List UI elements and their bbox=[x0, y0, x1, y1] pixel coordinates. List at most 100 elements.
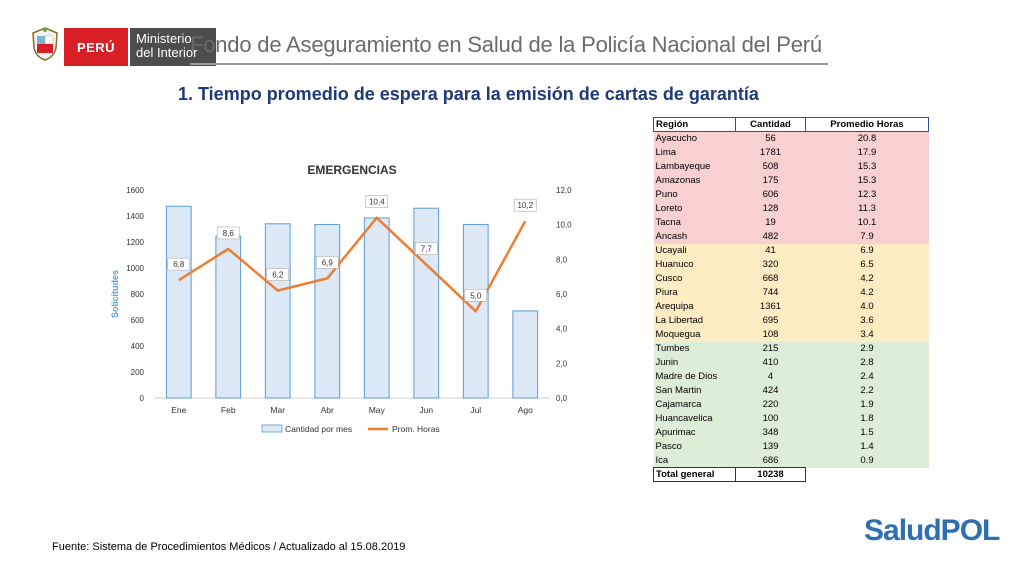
total-label: Total general bbox=[653, 467, 736, 482]
cell-promedio: 3.4 bbox=[805, 327, 929, 342]
cell-cantidad: 686 bbox=[735, 453, 806, 468]
cell-promedio: 4.2 bbox=[805, 271, 929, 286]
cell-region: Apurimac bbox=[653, 425, 736, 440]
ministry-label: Ministerio del Interior bbox=[130, 28, 216, 66]
cell-promedio: 10.1 bbox=[805, 215, 929, 230]
table-row: Piura 744 4.2 bbox=[653, 285, 929, 300]
table-row: Huancavelica 100 1.8 bbox=[653, 411, 929, 426]
cell-cantidad: 128 bbox=[735, 201, 806, 216]
table-row: Cusco 668 4.2 bbox=[653, 271, 929, 286]
cell-cantidad: 606 bbox=[735, 187, 806, 202]
table-row: Loreto 128 11.3 bbox=[653, 201, 929, 216]
bar bbox=[215, 235, 242, 399]
cell-region: Tacna bbox=[653, 215, 736, 230]
ministry-line1: Ministerio bbox=[136, 31, 192, 46]
cell-region: La Libertad bbox=[653, 313, 736, 328]
cell-cantidad: 1361 bbox=[735, 299, 806, 314]
cell-promedio: 12.3 bbox=[805, 187, 929, 202]
data-label-box bbox=[167, 257, 191, 271]
table-row: Lambayeque 508 15.3 bbox=[653, 159, 929, 174]
x-tick-label: Abr bbox=[321, 405, 334, 415]
table-row: Ica 686 0.9 bbox=[653, 453, 929, 468]
cell-region: Huancavelica bbox=[653, 411, 736, 426]
cell-region: Madre de Dios bbox=[653, 369, 736, 384]
y-left-tick-label: 1600 bbox=[126, 186, 144, 195]
emergencias-chart: EMERGENCIAS 0 200 400 600 800 1000 1200 1400 1600… bbox=[104, 150, 586, 450]
cell-cantidad: 139 bbox=[735, 439, 806, 454]
cell-promedio: 1.9 bbox=[805, 397, 929, 412]
y-right-tick-label: 0,0 bbox=[556, 394, 568, 403]
cell-cantidad: 744 bbox=[735, 285, 806, 300]
cell-promedio: 15.3 bbox=[805, 159, 929, 174]
cell-region: San Martin bbox=[653, 383, 736, 398]
cell-cantidad: 695 bbox=[735, 313, 806, 328]
coat-of-arms-icon bbox=[32, 27, 58, 61]
cell-promedio: 15.3 bbox=[805, 173, 929, 188]
cell-cantidad: 56 bbox=[735, 131, 806, 146]
cell-promedio: 4.2 bbox=[805, 285, 929, 300]
ministry-line2: del Interior bbox=[136, 45, 198, 60]
bar bbox=[363, 217, 390, 399]
cell-promedio: 6.9 bbox=[805, 243, 929, 258]
cell-region: Cusco bbox=[653, 271, 736, 286]
table-row: Junin 410 2.8 bbox=[653, 355, 929, 370]
cell-region: Lima bbox=[653, 145, 736, 160]
y-left-tick-label: 1000 bbox=[126, 264, 144, 273]
cell-cantidad: 19 bbox=[735, 215, 806, 230]
cell-promedio: 0.9 bbox=[805, 453, 929, 468]
cell-promedio: 1.5 bbox=[805, 425, 929, 440]
x-tick-label: Feb bbox=[221, 405, 236, 415]
cell-cantidad: 668 bbox=[735, 271, 806, 286]
cell-region: Lambayeque bbox=[653, 159, 736, 174]
cell-cantidad: 1781 bbox=[735, 145, 806, 160]
cell-promedio: 1.4 bbox=[805, 439, 929, 454]
data-label-box bbox=[513, 198, 537, 212]
cell-promedio: 4.0 bbox=[805, 299, 929, 314]
source-note: Fuente: Sistema de Procedimientos Médico… bbox=[52, 541, 406, 553]
cell-region: Tumbes bbox=[653, 341, 736, 356]
cell-region: Arequipa bbox=[653, 299, 736, 314]
cell-cantidad: 508 bbox=[735, 159, 806, 174]
y-left-tick-label: 200 bbox=[131, 368, 145, 377]
cell-promedio: 20.8 bbox=[805, 131, 929, 146]
y-left-axis-label: Solicitudes bbox=[110, 270, 120, 318]
cell-cantidad: 410 bbox=[735, 355, 806, 370]
data-label: 10,4 bbox=[369, 198, 385, 207]
cell-promedio: 2.8 bbox=[805, 355, 929, 370]
x-tick-label: Ago bbox=[518, 405, 533, 415]
table-row: Apurimac 348 1.5 bbox=[653, 425, 929, 440]
table-row: Puno 606 12.3 bbox=[653, 187, 929, 202]
total-row: Total general 10238 bbox=[653, 467, 929, 482]
data-label: 5,0 bbox=[470, 291, 482, 300]
cell-promedio: 1.8 bbox=[805, 411, 929, 426]
cell-cantidad: 41 bbox=[735, 243, 806, 258]
table-row: La Libertad 695 3.6 bbox=[653, 313, 929, 328]
data-label-box bbox=[414, 242, 438, 255]
cell-cantidad: 108 bbox=[735, 327, 806, 342]
table-row: Cajamarca 220 1.9 bbox=[653, 397, 929, 412]
data-label-box bbox=[315, 256, 339, 269]
cell-region: Ica bbox=[653, 453, 736, 468]
table-row: Madre de Dios 4 2.4 bbox=[653, 369, 929, 384]
table-row: San Martin 424 2.2 bbox=[653, 383, 929, 398]
cell-cantidad: 424 bbox=[735, 383, 806, 398]
cell-region: Amazonas bbox=[653, 173, 736, 188]
y-left-tick-label: 600 bbox=[131, 316, 145, 325]
x-tick-label: Jun bbox=[419, 405, 433, 415]
region-table: Región Cantidad Promedio Horas Ayacucho 5… bbox=[653, 117, 929, 482]
cell-region: Puno bbox=[653, 187, 736, 202]
x-tick-label: May bbox=[369, 405, 386, 415]
table-row: Amazonas 175 15.3 bbox=[653, 173, 929, 188]
cell-cantidad: 320 bbox=[735, 257, 806, 272]
header-cantidad: Cantidad bbox=[735, 117, 806, 132]
data-label: 10,2 bbox=[517, 201, 533, 210]
bar bbox=[512, 310, 539, 399]
org-title: Fondo de Aseguramiento en Salud de la Po… bbox=[190, 32, 822, 57]
y-right-tick-label: 8,0 bbox=[556, 255, 568, 264]
chart-svg: EMERGENCIAS 0 200 400 600 800 1000 1200 1400 1600… bbox=[110, 163, 586, 434]
cell-cantidad: 4 bbox=[735, 369, 806, 384]
data-label-box bbox=[216, 226, 240, 240]
cell-region: Cajamarca bbox=[653, 397, 736, 412]
x-tick-label: Mar bbox=[270, 405, 285, 415]
table-row: Ayacucho 56 20.8 bbox=[653, 131, 929, 146]
